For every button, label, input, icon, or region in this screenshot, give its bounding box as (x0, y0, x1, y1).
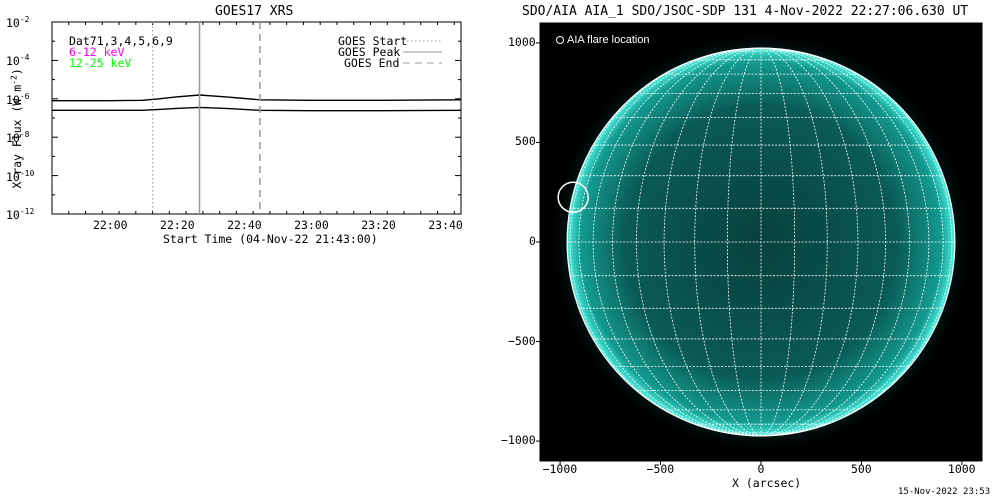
goes-ytick-label: 10-8 (6, 131, 30, 144)
aia-ytick-label: 1000 (508, 34, 536, 49)
aia-xtick-label: −500 (646, 462, 675, 476)
aia-xtick-label: −1000 (542, 462, 578, 476)
goes-ytick-exp: -12 (19, 207, 35, 216)
longitude-gridline (760, 47, 930, 437)
goes-xtick-label: 22:00 (92, 218, 128, 232)
goes-ytick-label: 10-10 (6, 168, 35, 184)
goes-xtick-label: 22:20 (160, 218, 195, 232)
aia-xlabel: X (arcsec) (732, 476, 802, 490)
aia-ytick-label: −1000 (501, 433, 536, 448)
aia-ytick-label: 0 (529, 234, 536, 248)
longitude-gridline (726, 47, 762, 437)
longitude-gridline (760, 47, 859, 437)
goes-ytick-base: 10 (6, 54, 20, 69)
longitude-gridline (760, 47, 887, 437)
goes-ytick-label: 10-12 (6, 208, 34, 221)
goes-ytick-exp: -2 (19, 15, 30, 24)
goes-ytick-base: 10 (6, 131, 20, 146)
legend-goes-peak: GOES Peak (338, 45, 401, 59)
legend-goes-start: GOES Start (338, 34, 408, 48)
goes-ytick-label: 10-4 (6, 54, 30, 67)
aia-xtick-label: 1000 (947, 462, 976, 476)
goes-ytick-exp: -6 (19, 91, 30, 101)
goes-ytick-exp: -8 (19, 130, 30, 140)
goes-ytick-label: 10-2 (6, 16, 30, 29)
longitude-gridline (760, 47, 944, 437)
legend-goes-end: GOES End (344, 56, 400, 70)
longitude-gridline (760, 47, 953, 437)
goes-legend-item: 12-25 keV (69, 56, 132, 70)
legend-circle-icon (556, 36, 564, 44)
goes-ytick-base: 10 (6, 92, 20, 107)
goes-xtick-label: 23:20 (361, 218, 396, 232)
goes-ytick-base: 10 (6, 207, 20, 222)
goes-xtick-label: 23:00 (294, 218, 329, 232)
longitude-gridline (760, 47, 796, 437)
longitude-gridline (569, 47, 762, 437)
longitude-gridline (760, 47, 910, 437)
goes-ytick-exp: -10 (19, 168, 35, 178)
footer-timestamp: 15-Nov-2022 23:53 (898, 487, 991, 497)
goes-ytick-base: 10 (6, 169, 20, 184)
goes-xlabel: Start Time (04-Nov-22 21:43:00) (163, 232, 378, 246)
flare-location-marker (557, 181, 589, 213)
longitude-gridline (663, 47, 762, 437)
goes-xtick-label: 23:40 (428, 218, 463, 232)
aia-chart-title: SDO/AIA AIA_1 SDO/JSOC-SDP 131 4-Nov-202… (522, 4, 969, 19)
goes-legend-item: 6-12 keV (69, 45, 125, 59)
aia-ytick-label: 500 (515, 134, 536, 149)
goes-chart-title: GOES17 XRS (215, 4, 294, 19)
goes-chart (51, 21, 462, 215)
longitude-gridline (578, 47, 762, 437)
goes-ytick-base: 10 (6, 15, 20, 30)
longitude-gridline (760, 47, 828, 437)
longitude-gridline (592, 47, 762, 437)
longitude-gridline (694, 47, 762, 437)
aia-xtick-label: 500 (850, 462, 872, 476)
goes-right-legend-swatches (403, 40, 442, 64)
aia-ytick-label: −500 (508, 333, 536, 348)
aia-xtick-label: 0 (757, 462, 765, 476)
goes-ytick-exp: -4 (19, 53, 30, 63)
solar-limb (566, 47, 956, 437)
goes-ytick-label: 10-6 (6, 91, 30, 107)
aia-legend-label: AIA flare location (567, 34, 650, 46)
goes-legend-header: Dat71,3,4,5,6,9 (69, 34, 173, 48)
longitude-gridline (635, 47, 762, 437)
goes-xtick-label: 22:40 (227, 218, 262, 232)
longitude-gridline (612, 47, 762, 437)
